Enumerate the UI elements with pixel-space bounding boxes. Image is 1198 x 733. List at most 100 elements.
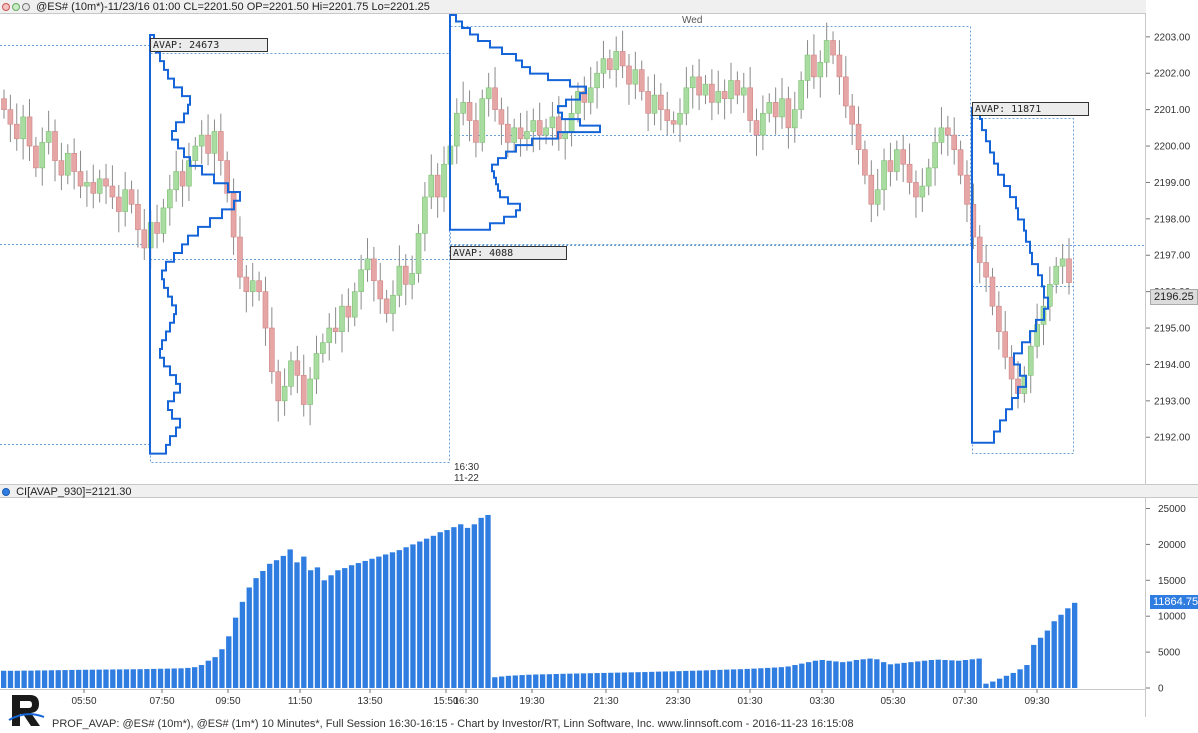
candle-down [332,327,339,332]
price-tick-label: 2199.00 [1154,178,1191,189]
indicator-tick-label: 20000 [1158,540,1186,551]
candle-down [434,174,441,198]
indicator-bar [608,672,614,688]
indicator-bar [76,669,82,688]
indicator-bar [383,554,389,688]
indicator-bar [178,668,184,688]
indicator-bar [226,636,232,688]
candle-down [115,196,122,212]
candle-down [906,163,913,183]
indicator-bar [744,668,750,688]
candle-down [976,236,983,263]
indicator-bar [662,671,669,688]
indicator-chart[interactable]: 0 5000 10000 15000 20000 25000 05:50 07:50 09:5… [0,498,1198,717]
indicator-bar [21,670,27,688]
candle-down [90,182,97,194]
candle-up [307,378,313,405]
indicator-bar [519,675,525,688]
candle-down [141,229,148,249]
time-tick-label: 23:30 [665,696,690,707]
candle-down [473,120,479,143]
candle-up [396,265,403,296]
candle-up [683,87,690,114]
panel-maximize-icon[interactable] [12,3,20,12]
last-price-tag: 2196.25 [1150,289,1198,305]
candle-up [364,258,371,271]
indicator-bar [335,570,341,688]
candle-up [211,131,218,154]
indicator-bar [96,669,102,688]
candle-down [696,76,702,96]
candle-up [20,116,26,140]
indicator-bar [198,665,205,688]
time-tick-label: 13:50 [357,696,382,707]
candle-down [109,185,116,198]
candle-down [862,149,868,176]
indicator-bar [267,563,273,688]
indicator-bar [512,675,518,688]
time-tick-label: 15:50 [433,696,458,707]
panel-close-icon[interactable] [2,3,10,12]
candle-down [830,40,836,56]
indicator-bar [921,660,928,688]
volume-profile-1 [149,34,241,455]
indicator-bar [730,669,737,688]
candle-up [740,87,747,96]
candle-down [951,134,958,150]
profile-box-1 [150,53,450,463]
panel-settings-icon[interactable] [22,3,30,12]
candle-up [549,116,556,129]
candle-down [103,178,109,187]
indicator-bar [239,601,246,688]
candle-down [383,298,390,314]
indicator-bar [840,662,846,688]
indicator-bar [41,670,48,688]
candle-down [230,193,237,238]
indicator-bar [205,660,211,688]
indicator-bar [485,514,491,688]
candle-up [632,69,639,85]
indicator-bar [737,669,744,688]
price-chart[interactable]: 2192.002193.002194.002195.002196.002197.… [0,14,1198,484]
candle-up [817,62,824,78]
candle-up [64,153,71,176]
indicator-bar [35,670,41,688]
indicator-bar [137,669,143,688]
indicator-bar [758,668,764,688]
indicator-bar [48,670,55,688]
candle-down [996,305,1002,332]
candle-down [658,94,664,110]
candle-up [594,72,600,89]
candle-up [881,160,887,191]
indicator-bar [69,669,75,688]
indicator-bar [710,670,716,688]
indicator-settings-icon[interactable] [2,488,10,497]
indicator-bar [533,674,539,688]
indicator-bar [355,563,362,688]
candle-up [760,112,766,136]
candle-down [218,131,224,161]
candle-down [1066,258,1072,283]
candle-down [505,123,511,143]
candle-down [638,69,645,92]
indicator-bar [458,524,464,688]
indicator-bar [642,672,648,688]
candle-up [779,98,785,118]
candle-down [256,280,262,292]
candle-up [1053,265,1060,285]
indicator-bar [942,659,948,688]
candle-down [1002,331,1009,358]
candle-down [772,102,779,118]
candle-down [957,149,964,176]
indicator-bar [301,556,307,688]
indicator-bar [253,578,259,688]
indicator-bar [546,674,553,688]
indicator-bar [689,670,696,688]
indicator-bar [703,670,709,688]
candle-up [689,76,696,89]
indicator-bar [451,527,457,688]
indicator-bar [103,669,109,688]
indicator-bar [478,517,484,688]
indicator-bar [539,674,546,688]
